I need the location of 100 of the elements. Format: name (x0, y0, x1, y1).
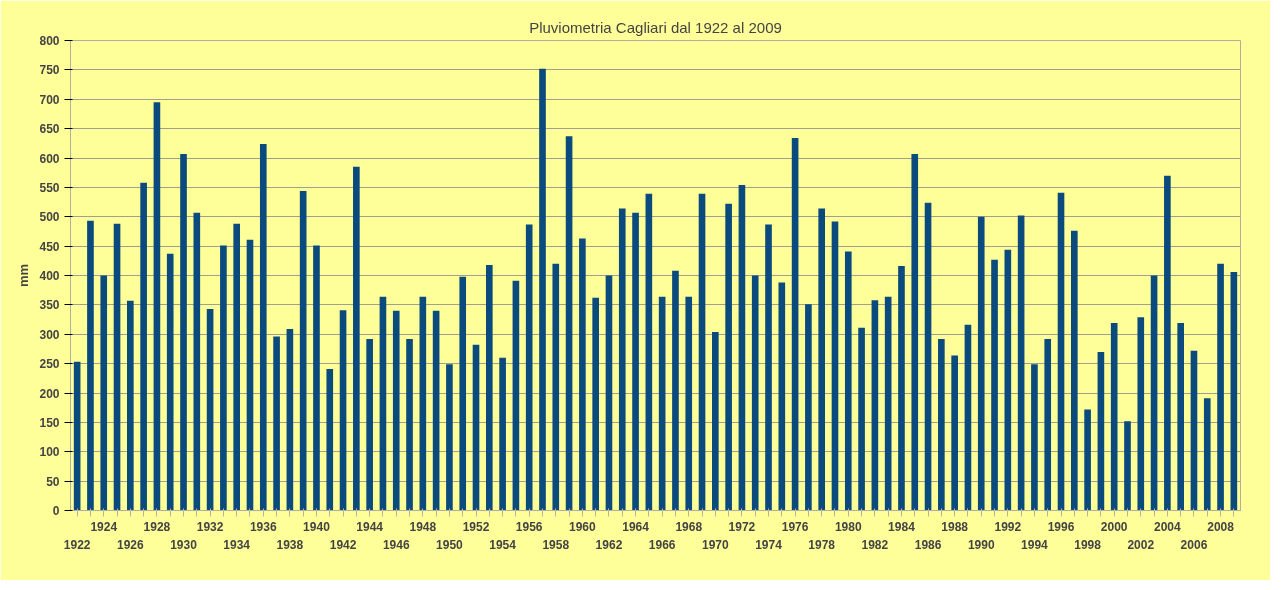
x-tick-label: 1938 (276, 537, 304, 552)
x-tick-label: 1980 (834, 519, 862, 534)
bar (898, 266, 905, 511)
bar (738, 185, 746, 511)
x-tick-label: 1996 (1047, 519, 1075, 534)
bar (73, 361, 81, 511)
y-tick-label: 750 (39, 63, 60, 78)
x-tick-label: 1982 (861, 537, 889, 552)
x-tick-label: 1992 (994, 519, 1022, 534)
bar (592, 297, 599, 511)
bar (871, 300, 879, 511)
x-tick-label: 1990 (967, 537, 995, 552)
bar (166, 253, 174, 511)
y-tick-label: 500 (39, 210, 60, 225)
chart-title: Pluviometria Cagliari dal 1922 al 2009 (529, 18, 782, 36)
bar (1150, 275, 1158, 511)
bar (419, 296, 427, 511)
y-tick-label: 100 (39, 445, 60, 460)
bar (552, 263, 560, 511)
bar (658, 296, 666, 511)
bar (193, 212, 201, 511)
x-tick-label: 1930 (170, 537, 198, 552)
bar (1070, 230, 1078, 511)
bar (539, 68, 546, 511)
x-tick-label: 1960 (569, 519, 597, 534)
y-tick-label: 250 (39, 357, 60, 372)
bar (858, 327, 865, 511)
x-tick-label: 1962 (595, 537, 623, 552)
x-tick-label: 1934 (223, 537, 251, 552)
bar (765, 224, 772, 511)
y-tick-label: 550 (39, 180, 60, 195)
bar (632, 212, 639, 511)
bar (565, 136, 573, 511)
bar (884, 296, 892, 511)
x-tick-label: 2000 (1100, 519, 1128, 534)
y-tick-label: 150 (39, 415, 60, 430)
bar (313, 245, 320, 511)
y-tick-label: 400 (39, 269, 60, 283)
bar (446, 364, 453, 511)
bar (233, 223, 241, 511)
bar (127, 300, 134, 511)
y-tick-label: 50 (46, 474, 60, 489)
bar (791, 138, 799, 511)
bar (379, 296, 387, 511)
bar (1190, 350, 1198, 511)
x-tick-label: 1986 (914, 537, 942, 552)
bar (698, 193, 706, 511)
bar (259, 143, 267, 511)
bar (366, 338, 373, 511)
x-tick-label: 1940 (303, 519, 331, 534)
bar (645, 193, 653, 511)
bar (618, 208, 626, 511)
x-tick-label: 1932 (196, 519, 224, 534)
bar (392, 310, 400, 511)
x-tick-label: 1968 (675, 519, 703, 534)
bar (525, 224, 533, 511)
bar (273, 336, 280, 511)
x-tick-label: 2008 (1207, 519, 1235, 534)
x-tick-label: 1988 (941, 519, 969, 534)
bar (1230, 271, 1238, 511)
bar (831, 221, 839, 511)
bar (353, 166, 360, 511)
bar (220, 245, 227, 511)
bar (512, 280, 520, 511)
bar (964, 324, 972, 511)
bar (485, 264, 493, 511)
bar (1124, 421, 1131, 511)
bar (1017, 215, 1025, 511)
bar (938, 338, 945, 511)
bar (153, 102, 161, 511)
y-tick-label: 200 (39, 386, 60, 401)
x-tick-label: 1998 (1074, 537, 1102, 552)
x-tick-label: 1928 (143, 519, 171, 534)
bar (951, 355, 958, 511)
x-tick-label: 1976 (781, 519, 809, 534)
bar (326, 368, 334, 511)
y-axis-title: mm (16, 263, 32, 288)
x-tick-label: 1942 (329, 537, 357, 552)
bar (818, 208, 826, 511)
y-tick-label: 800 (39, 34, 60, 48)
x-tick-label: 1964 (622, 519, 650, 534)
bar (1217, 263, 1224, 511)
x-tick-label: 1952 (462, 519, 490, 534)
bar (459, 276, 467, 511)
x-tick-label: 2006 (1180, 537, 1208, 552)
y-tick-label: 300 (39, 327, 60, 342)
y-tick-label: 700 (39, 92, 60, 107)
y-tick-label: 0 (52, 504, 60, 518)
y-tick-label: 450 (39, 239, 60, 254)
bar (1137, 317, 1145, 511)
bar (100, 275, 108, 511)
bar (924, 202, 932, 511)
x-tick-label: 1994 (1021, 537, 1049, 552)
x-tick-label: 1970 (701, 537, 729, 552)
bar (751, 275, 759, 511)
bar (1044, 338, 1052, 511)
bar (605, 275, 613, 511)
bar (1164, 175, 1171, 511)
bar (805, 304, 812, 511)
bar (1110, 323, 1118, 511)
